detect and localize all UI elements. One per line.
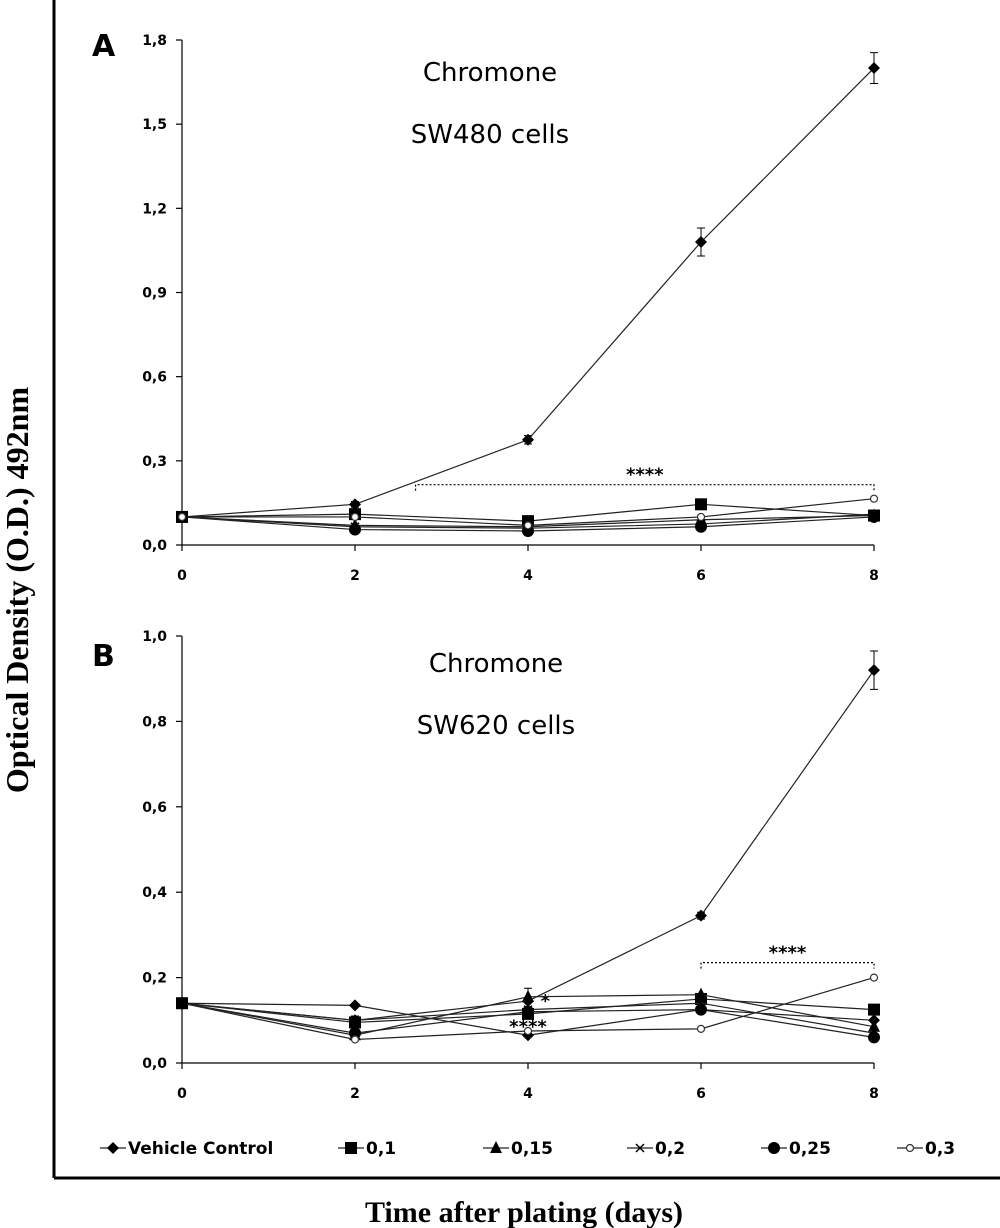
panel-b-significance-label: * bbox=[541, 991, 551, 1012]
panel-a-x-tick-label: 2 bbox=[350, 568, 360, 584]
legend-label: 0,25 bbox=[789, 1139, 831, 1159]
panel-b-significance-label: **** bbox=[769, 943, 807, 964]
panel-b-series bbox=[176, 650, 880, 1044]
legend-marker bbox=[768, 1142, 780, 1154]
panel-b-series-6 bbox=[176, 650, 880, 1027]
panel-a-x-tick-label: 6 bbox=[696, 568, 706, 584]
panel-b-data-point bbox=[868, 1003, 880, 1016]
panel-a-x-tick-label: 0 bbox=[177, 568, 187, 584]
panel-b-data-point bbox=[695, 909, 707, 922]
legend-item: Vehicle Control bbox=[100, 1139, 273, 1159]
panel-a-axes: 0,0 0,3 0,6 0,9 1,2 1,5 1,8 0 2 4 6 8 bbox=[142, 33, 879, 584]
panel-a-data-point bbox=[695, 498, 707, 511]
figure-ylabel: Optical Density (O.D.) 492nm bbox=[0, 387, 35, 794]
panel-a-series-4 bbox=[176, 510, 880, 537]
panel-b-x-tick-label: 0 bbox=[177, 1086, 187, 1102]
legend-label: Vehicle Control bbox=[128, 1139, 273, 1159]
panel-a-y-tick-label: 0,3 bbox=[142, 454, 167, 470]
panel-a-data-point bbox=[523, 521, 533, 530]
panel-a-label: A bbox=[92, 29, 116, 64]
legend-label: 0,2 bbox=[655, 1139, 685, 1159]
panel-a-annotations: **** bbox=[414, 465, 875, 491]
panel-b-y-tick-label: 0,6 bbox=[142, 800, 167, 816]
panel-a-y-tick-label: 0,9 bbox=[142, 286, 167, 302]
panel-a-data-point bbox=[349, 498, 361, 511]
legend-label: 0,15 bbox=[511, 1139, 553, 1159]
figure-xlabel: Time after plating (days) bbox=[365, 1196, 683, 1228]
panel-a-data-point bbox=[349, 523, 361, 536]
panel-a-data-point bbox=[522, 433, 534, 446]
panel-a-data-point bbox=[869, 494, 879, 503]
legend: Vehicle Control 0,1 0,15 0,2 0,25 0,3 bbox=[100, 1139, 955, 1159]
legend-item: 0,2 bbox=[627, 1139, 685, 1159]
panel-a: A Chromone SW480 cells 0,0 0,3 0,6 0,9 1,2 1,… bbox=[92, 29, 880, 584]
panel-a-data-point bbox=[350, 512, 360, 522]
legend-item: 0,1 bbox=[338, 1139, 396, 1159]
panel-b-data-point bbox=[176, 997, 188, 1010]
panel-a-data-point bbox=[868, 62, 880, 75]
panel-a-y-tick-label: 0,0 bbox=[142, 538, 167, 554]
legend-marker bbox=[345, 1142, 357, 1154]
panel-b-data-point bbox=[868, 1019, 880, 1032]
panel-a-data-point bbox=[868, 510, 880, 523]
panel-a-significance-label: **** bbox=[626, 465, 664, 486]
panel-b-data-point bbox=[868, 1031, 880, 1044]
panel-a-y-tick-label: 1,8 bbox=[142, 33, 167, 49]
panel-a-subtitle: SW480 cells bbox=[411, 120, 569, 150]
panel-b-data-point bbox=[349, 1027, 361, 1040]
panel-b-axes: 0,0 0,2 0,4 0,6 0,8 1,0 0 2 4 6 8 bbox=[142, 629, 879, 1102]
panel-b-y-tick-label: 0,8 bbox=[142, 714, 167, 730]
panel-b-y-tick-label: 0,4 bbox=[142, 885, 167, 901]
panel-a-data-point bbox=[177, 512, 187, 522]
panel-a-series bbox=[176, 52, 880, 537]
legend-marker bbox=[635, 1143, 645, 1153]
panel-a-data-point bbox=[696, 512, 706, 522]
panel-b: B Chromone SW620 cells 0,0 0,2 0,4 0,6 0,8 1,… bbox=[92, 629, 880, 1102]
panel-b-data-point bbox=[522, 995, 534, 1008]
panel-b-y-tick-label: 1,0 bbox=[142, 629, 167, 645]
panel-a-y-tick-label: 1,2 bbox=[142, 201, 167, 217]
legend-label: 0,1 bbox=[366, 1139, 396, 1159]
panel-b-y-tick-label: 0,2 bbox=[142, 971, 167, 987]
panel-b-data-point bbox=[695, 987, 707, 1000]
panel-b-data-point bbox=[695, 1003, 707, 1016]
legend-label: 0,3 bbox=[925, 1139, 955, 1159]
panel-b-title: Chromone bbox=[429, 649, 563, 679]
panel-a-x-tick-label: 8 bbox=[869, 568, 879, 584]
panel-b-x-tick-label: 6 bbox=[696, 1086, 706, 1102]
panel-a-x-tick-label: 4 bbox=[523, 568, 533, 584]
panel-b-data-point bbox=[349, 1014, 361, 1027]
legend-marker bbox=[107, 1142, 119, 1154]
legend-item: 0,15 bbox=[483, 1139, 553, 1159]
panel-b-x-tick-label: 4 bbox=[523, 1086, 533, 1102]
panel-b-data-point bbox=[869, 973, 879, 982]
panel-b-significance-bracket bbox=[700, 962, 875, 969]
panel-b-subtitle: SW620 cells bbox=[417, 711, 575, 741]
panel-b-data-point bbox=[349, 999, 361, 1012]
panel-b-x-tick-label: 2 bbox=[350, 1086, 360, 1102]
legend-item: 0,3 bbox=[897, 1139, 955, 1159]
legend-marker bbox=[905, 1143, 915, 1153]
panel-b-y-tick-label: 0,0 bbox=[142, 1056, 167, 1072]
legend-marker bbox=[490, 1141, 502, 1153]
panel-a-data-point bbox=[695, 236, 707, 248]
panel-a-y-tick-label: 0,6 bbox=[142, 370, 167, 386]
panel-b-data-point bbox=[350, 1035, 360, 1044]
panel-a-title: Chromone bbox=[423, 58, 557, 88]
panel-a-series-5 bbox=[177, 494, 879, 530]
panel-a-y-tick-label: 1,5 bbox=[142, 117, 167, 133]
panel-b-data-point bbox=[523, 1026, 533, 1036]
panel-b-data-point bbox=[696, 1024, 706, 1033]
panel-b-data-point bbox=[868, 664, 880, 677]
panel-a-data-point bbox=[695, 520, 707, 533]
legend-item: 0,25 bbox=[761, 1139, 831, 1159]
panel-b-label: B bbox=[92, 639, 115, 674]
panel-b-x-tick-label: 8 bbox=[869, 1086, 879, 1102]
